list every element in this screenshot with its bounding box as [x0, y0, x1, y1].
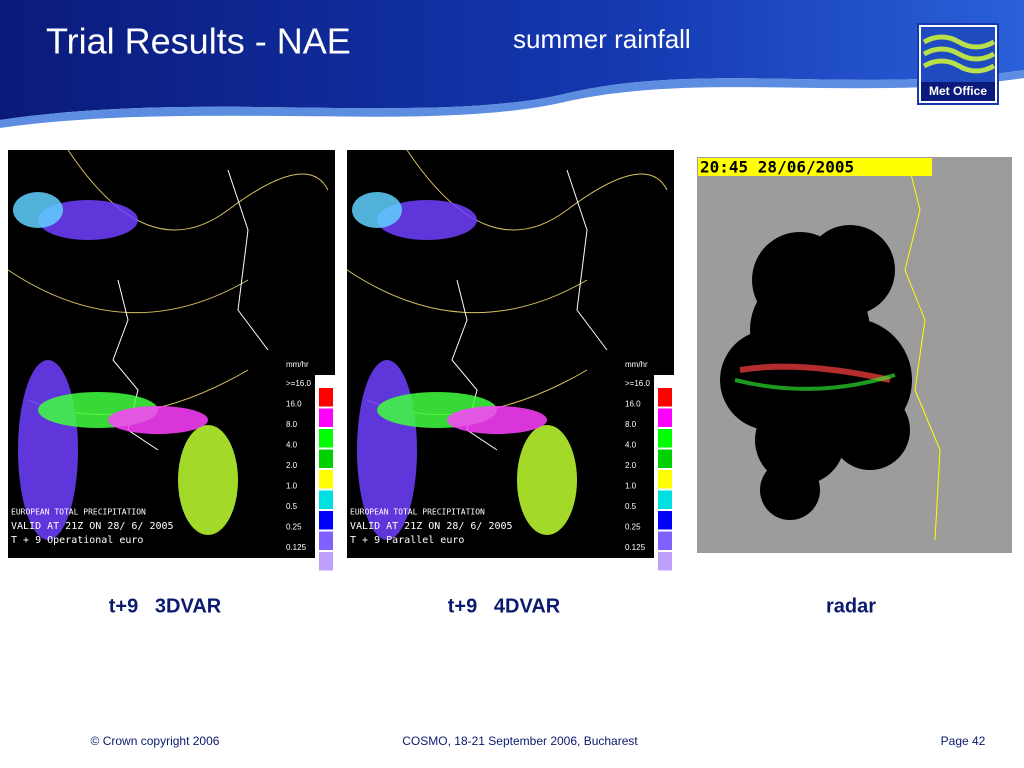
logo-text: Met Office	[929, 84, 987, 98]
legend-label: 0.125	[625, 543, 646, 552]
title: Trial Results - NAE	[46, 21, 351, 62]
legend-swatch	[319, 449, 333, 468]
legend-label: 16.0	[286, 400, 302, 409]
legend-label: 4.0	[625, 441, 637, 450]
radar-caption: radar	[826, 595, 876, 617]
legend-swatch	[658, 408, 672, 427]
rain-area	[108, 406, 208, 434]
panels: mm/hr >=16.0 16.0 8.0 4.0 2.0 1.0 0.5 0.25 0.125 0…	[7, 149, 674, 617]
legend-swatch	[319, 531, 333, 550]
legend-label: 1.0	[625, 482, 637, 491]
map-annotation: T + 9 Operational euro	[11, 535, 143, 546]
legend-swatch	[319, 490, 333, 509]
legend-swatch	[319, 511, 333, 530]
legend-swatch	[658, 470, 672, 489]
map-annotation: VALID AT 21Z ON 28/ 6/ 2005	[350, 521, 513, 532]
legend-label: 8.0	[625, 420, 637, 429]
header-band	[0, 0, 1024, 120]
legend-swatch	[658, 531, 672, 550]
coast	[451, 169, 608, 451]
legend-swatch	[658, 511, 672, 530]
legend-swatch	[319, 388, 333, 407]
rain-area	[447, 406, 547, 434]
model-panel: mm/hr >=16.0 16.0 8.0 4.0 2.0 1.0 0.5 0.25 0.125 0…	[346, 149, 674, 617]
legend-label: 8.0	[286, 420, 298, 429]
legend-swatch	[319, 552, 333, 571]
legend-swatch	[658, 490, 672, 509]
panel-caption: t+9 4DVAR	[448, 595, 561, 617]
map-annotation: T + 9 Parallel euro	[350, 535, 464, 546]
legend-label: 0.03125	[286, 564, 315, 573]
legend-label: 2.0	[286, 461, 298, 470]
logo: Met Office	[917, 23, 999, 105]
legend-label: >=16.0	[286, 379, 311, 388]
legend-swatch	[319, 470, 333, 489]
legend-label: 4.0	[286, 441, 298, 450]
legend-label: 0.5	[286, 502, 298, 511]
rain-area	[13, 192, 63, 228]
legend-label: 0.25	[625, 523, 641, 532]
legend-swatch	[658, 449, 672, 468]
legend-swatch	[319, 429, 333, 448]
map-annotation: EUROPEAN TOTAL PRECIPITATION	[11, 508, 146, 517]
panel-caption: t+9 3DVAR	[109, 595, 222, 617]
legend-label: 2.0	[625, 461, 637, 470]
legend-swatch	[658, 388, 672, 407]
legend-swatch	[658, 552, 672, 571]
legend-label: 0.03125	[625, 564, 654, 573]
footer-center: COSMO, 18-21 September 2006, Bucharest	[402, 734, 638, 748]
map-annotation: EUROPEAN TOTAL PRECIPITATION	[350, 508, 485, 517]
radar-panel: 20:45 28/06/2005	[697, 157, 1012, 553]
radar-stamp: 20:45 28/06/2005	[700, 158, 854, 177]
legend-unit: mm/hr	[286, 360, 309, 369]
legend-label: 16.0	[625, 400, 641, 409]
header-stripe	[0, 70, 1024, 128]
map-annotation: VALID AT 21Z ON 28/ 6/ 2005	[11, 521, 174, 532]
legend-swatch	[658, 429, 672, 448]
footer-right: Page 42	[941, 734, 986, 748]
legend-label: >=16.0	[625, 379, 650, 388]
model-panel: mm/hr >=16.0 16.0 8.0 4.0 2.0 1.0 0.5 0.25 0.125 0…	[7, 149, 335, 617]
rain-area	[178, 425, 238, 535]
coast	[112, 169, 269, 451]
subtitle: summer rainfall	[513, 24, 691, 54]
legend-label: 0.25	[286, 523, 302, 532]
footer-left: © Crown copyright 2006	[91, 734, 220, 748]
legend-label: 0.5	[625, 502, 637, 511]
legend-swatch	[319, 408, 333, 427]
legend-label: 0.125	[286, 543, 307, 552]
legend-label: 1.0	[286, 482, 298, 491]
legend-unit: mm/hr	[625, 360, 648, 369]
rain-area	[517, 425, 577, 535]
rain-area	[352, 192, 402, 228]
